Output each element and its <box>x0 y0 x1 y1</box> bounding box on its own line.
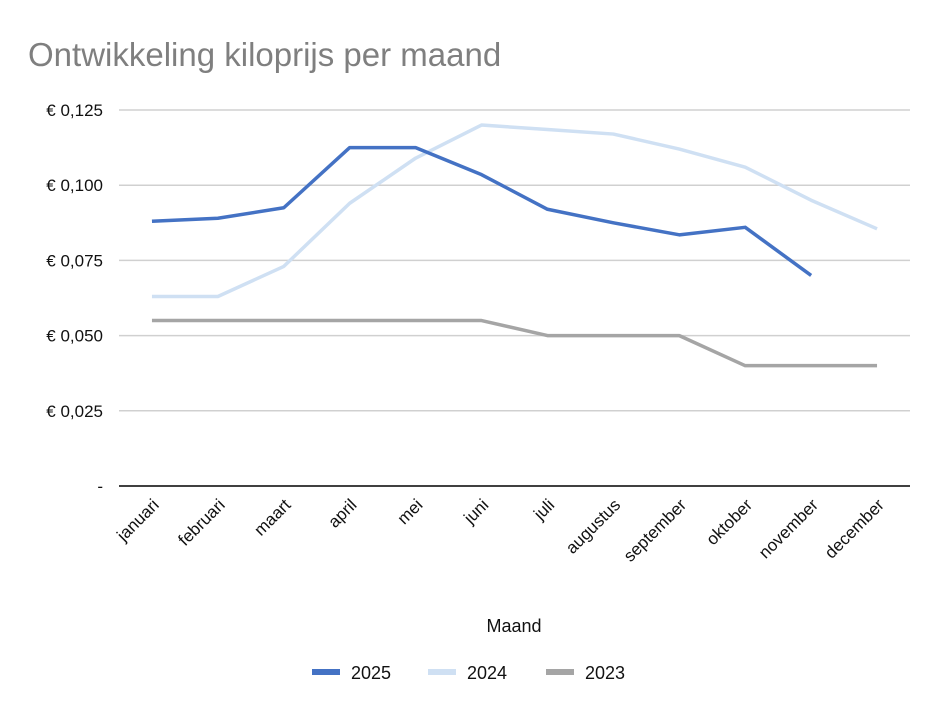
y-tick-label: € 0,125 <box>46 101 103 120</box>
y-tick-label: € 0,025 <box>46 402 103 421</box>
y-tick-label: € 0,100 <box>46 176 103 195</box>
x-axis-ticks: januari februari maart april mei juni juli augu… <box>113 495 889 565</box>
series-lines <box>151 123 878 368</box>
y-tick-label: € 0,075 <box>46 251 103 270</box>
series-line-2024 <box>151 123 878 299</box>
legend-label-2025: 2025 <box>351 663 391 683</box>
x-tick-label: juni <box>460 495 493 528</box>
x-tick-label: juli <box>529 495 558 524</box>
legend-label-2024: 2024 <box>467 663 507 683</box>
legend: 2025 2024 2023 <box>312 663 625 683</box>
x-axis-label: Maand <box>486 616 541 636</box>
y-tick-label: € 0,050 <box>46 327 103 346</box>
x-tick-label: maart <box>250 495 294 539</box>
gridlines <box>119 109 910 487</box>
y-axis-ticks: - € 0,025 € 0,050 € 0,075 € 0,100 € 0,125 <box>46 101 103 496</box>
x-tick-label: november <box>755 495 822 562</box>
x-tick-label: december <box>821 495 888 562</box>
x-tick-label: mei <box>394 495 427 528</box>
chart-title: Ontwikkeling kiloprijs per maand <box>28 36 501 73</box>
series-line-2025 <box>151 145 813 277</box>
series-line-2023 <box>151 318 878 368</box>
legend-label-2023: 2023 <box>585 663 625 683</box>
y-tick-label: - <box>97 477 103 496</box>
x-tick-label: januari <box>113 495 163 545</box>
x-tick-label: oktober <box>703 495 757 549</box>
x-tick-label: februari <box>175 495 229 549</box>
x-tick-label: april <box>324 495 360 531</box>
x-tick-label: augustus <box>562 495 624 557</box>
x-tick-label: september <box>620 495 690 565</box>
